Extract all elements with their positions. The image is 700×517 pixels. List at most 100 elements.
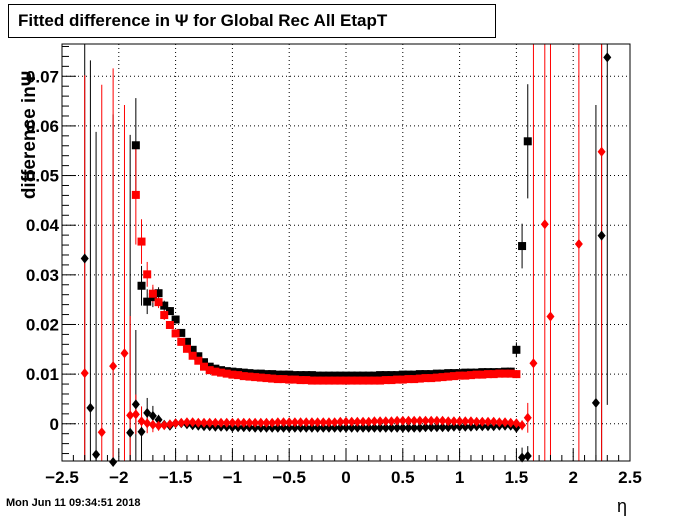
- data-point-square: [319, 371, 328, 380]
- data-point-diamond: [461, 416, 470, 427]
- data-point-diamond: [336, 422, 345, 433]
- data-point-square: [364, 371, 373, 380]
- data-point-square: [393, 371, 402, 380]
- data-point-diamond: [421, 422, 430, 433]
- data-point-diamond: [591, 397, 600, 408]
- data-point-square: [143, 270, 152, 279]
- y-tick-label: 0.01: [26, 365, 59, 384]
- data-point-diamond: [126, 427, 135, 438]
- data-point-square: [444, 372, 453, 381]
- data-point-diamond: [410, 415, 419, 426]
- data-point-diamond: [137, 426, 146, 437]
- data-point-square: [387, 376, 396, 385]
- data-point-diamond: [160, 420, 169, 431]
- data-point-diamond: [466, 421, 475, 432]
- data-point-square: [342, 371, 350, 380]
- data-point-square: [296, 376, 305, 385]
- data-point-square: [398, 370, 407, 379]
- data-point-square: [194, 352, 203, 361]
- data-point-diamond: [302, 422, 311, 433]
- data-point-diamond: [182, 417, 191, 428]
- data-point-diamond: [410, 422, 419, 433]
- data-point-square: [131, 141, 140, 150]
- data-point-square: [319, 376, 328, 385]
- data-point-square: [313, 376, 322, 385]
- data-point-square: [290, 375, 299, 384]
- data-point-diamond: [359, 416, 368, 427]
- data-point-square: [188, 345, 197, 354]
- y-tick-label: 0.03: [26, 266, 59, 285]
- data-point-diamond: [387, 422, 396, 433]
- data-point-square: [137, 237, 146, 246]
- data-point-diamond: [324, 422, 333, 433]
- data-point-diamond: [268, 417, 277, 428]
- data-point-square: [279, 370, 288, 379]
- data-point-square: [200, 358, 208, 367]
- data-point-diamond: [143, 418, 152, 429]
- data-point-square: [489, 370, 498, 379]
- data-point-square: [160, 311, 169, 320]
- data-point-square: [194, 356, 203, 365]
- data-point-square: [336, 371, 345, 380]
- data-point-square: [432, 373, 441, 382]
- data-point-square: [256, 373, 265, 382]
- data-point-diamond: [603, 52, 612, 63]
- data-point-square: [359, 376, 368, 385]
- data-point-diamond: [324, 417, 333, 428]
- data-point-diamond: [262, 417, 271, 428]
- data-point-square: [347, 371, 356, 380]
- data-point-diamond: [523, 412, 532, 423]
- data-point-diamond: [359, 422, 368, 433]
- data-point-diamond: [126, 410, 135, 421]
- data-point-diamond: [217, 417, 226, 428]
- data-point-diamond: [484, 416, 492, 427]
- data-point-square: [415, 374, 424, 383]
- data-point-square: [239, 372, 248, 381]
- data-point-diamond: [415, 422, 424, 433]
- data-point-square: [245, 372, 254, 381]
- data-point-diamond: [438, 415, 447, 426]
- data-point-diamond: [80, 253, 89, 264]
- data-point-diamond: [313, 417, 322, 428]
- data-point-square: [222, 369, 231, 378]
- data-point-diamond: [285, 417, 294, 428]
- data-point-diamond: [245, 417, 254, 428]
- data-point-square: [307, 376, 316, 385]
- x-tick-label: −1.5: [159, 468, 193, 487]
- data-point-diamond: [97, 427, 106, 438]
- data-point-diamond: [444, 422, 453, 433]
- data-point-square: [279, 375, 288, 384]
- data-point-diamond: [177, 417, 186, 428]
- data-point-square: [393, 375, 402, 384]
- y-tick-label: 0.06: [26, 117, 59, 136]
- data-point-square: [455, 371, 464, 380]
- data-point-square: [137, 281, 146, 290]
- data-point-diamond: [313, 422, 322, 433]
- data-point-square: [228, 370, 237, 379]
- data-point-diamond: [432, 422, 441, 433]
- data-point-diamond: [273, 422, 282, 433]
- data-point-diamond: [597, 146, 606, 157]
- data-point-diamond: [353, 422, 362, 433]
- data-point-diamond: [302, 417, 311, 428]
- data-point-diamond: [131, 409, 140, 420]
- data-point-diamond: [80, 368, 89, 379]
- data-point-square: [495, 369, 504, 378]
- data-point-square: [461, 371, 470, 380]
- data-point-square: [307, 371, 316, 380]
- data-point-diamond: [518, 420, 527, 431]
- data-point-diamond: [540, 219, 549, 230]
- data-point-square: [449, 372, 458, 381]
- data-point-diamond: [370, 422, 379, 433]
- data-point-diamond: [495, 417, 504, 428]
- data-point-square: [211, 367, 220, 376]
- data-point-diamond: [398, 415, 407, 426]
- data-point-diamond: [444, 416, 453, 427]
- data-point-square: [381, 376, 390, 385]
- data-point-square: [188, 351, 197, 360]
- data-point-diamond: [342, 416, 350, 427]
- data-point-diamond: [393, 415, 402, 426]
- data-point-square: [234, 371, 243, 380]
- timestamp: Mon Jun 11 09:34:51 2018: [6, 497, 141, 509]
